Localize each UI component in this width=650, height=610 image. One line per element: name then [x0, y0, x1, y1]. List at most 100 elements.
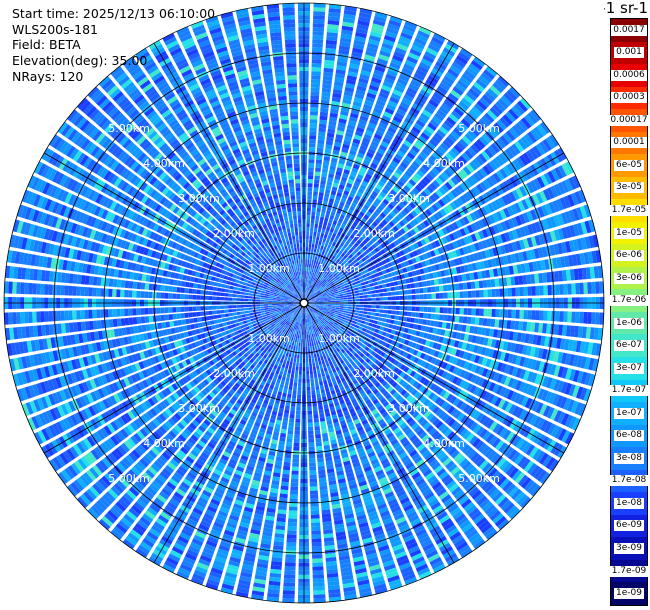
radar-gate: [283, 413, 289, 418]
radar-gate: [294, 430, 300, 435]
radar-gate: [347, 309, 352, 312]
radar-gate: [295, 414, 301, 419]
radar-gate: [455, 291, 460, 299]
radar-gate: [341, 29, 353, 36]
radar-gate: [322, 79, 332, 85]
radar-gate: [486, 318, 492, 327]
radar-gate: [304, 291, 306, 296]
radar-gate: [328, 173, 335, 179]
radar-gate: [311, 538, 322, 543]
radar-gate: [318, 405, 324, 410]
radar-gate: [326, 36, 338, 42]
radar-gate: [319, 188, 325, 193]
radar-gate: [475, 290, 480, 298]
radar-gate: [313, 11, 326, 16]
radar-gate: [317, 200, 323, 205]
radar-gate: [356, 24, 369, 31]
radar-gate: [355, 298, 360, 302]
radar-gate: [279, 493, 288, 499]
radar-gate: [575, 282, 580, 295]
radar-gate: [359, 295, 364, 299]
radar-gate: [519, 287, 524, 297]
radar-gate: [330, 108, 339, 114]
radar-gate: [527, 310, 532, 320]
radar-gate: [315, 441, 322, 447]
radar-gate: [311, 55, 322, 60]
radar-gate: [308, 454, 316, 459]
radar-gate: [304, 295, 306, 300]
radar-gate: [327, 16, 340, 22]
radar-gate: [363, 304, 368, 308]
radar-gate: [311, 354, 314, 359]
radar-gate: [283, 388, 288, 394]
radar-gate: [329, 112, 338, 118]
radar-gate: [304, 291, 305, 295]
radar-gate: [313, 191, 318, 196]
radar-gate: [328, 169, 335, 175]
radar-gate: [318, 127, 326, 133]
radar-gate: [355, 28, 368, 35]
radar-gate: [305, 243, 309, 248]
radar-gate: [308, 438, 315, 443]
radar-gate: [315, 159, 322, 165]
radar-gate: [308, 171, 314, 176]
radar-gate: [308, 434, 314, 439]
radar-gate: [462, 316, 468, 324]
radar-gate: [317, 465, 325, 471]
radar-gate: [312, 31, 324, 36]
radar-gate: [305, 291, 307, 296]
radar-gate: [320, 368, 325, 373]
radar-gate: [307, 330, 310, 335]
radar-gate: [305, 287, 307, 292]
radar-gate: [293, 446, 300, 451]
radar-gate: [314, 244, 318, 249]
radar-gate: [491, 309, 496, 317]
radar-gate: [314, 223, 319, 229]
radar-gate: [394, 315, 400, 320]
radar-gate: [292, 458, 299, 463]
radar-gate: [435, 314, 440, 320]
radar-gate: [306, 223, 310, 228]
radar-gate: [312, 345, 315, 351]
radar-gate: [312, 570, 324, 575]
radar-gate: [295, 370, 299, 375]
radar-gate: [308, 163, 315, 168]
radar-gate: [359, 310, 364, 314]
radar-gate: [311, 522, 321, 527]
radar-gate: [305, 362, 309, 367]
radar-gate: [318, 131, 326, 137]
radar-gate: [340, 110, 349, 116]
radar-gate: [307, 342, 310, 347]
radar-gate: [310, 255, 313, 260]
radar-gate: [299, 362, 303, 367]
radar-gate: [299, 354, 303, 359]
radar-gate: [321, 87, 331, 93]
radar-gate: [507, 309, 512, 319]
radar-gate: [305, 334, 307, 339]
radar-gate: [319, 384, 325, 390]
radar-gate: [305, 259, 308, 264]
radar-gate: [331, 157, 338, 163]
radar-gate: [331, 297, 336, 300]
radar-gate: [283, 461, 291, 467]
radar-gate: [316, 155, 323, 161]
radar-gate: [333, 178, 340, 184]
radar-gate: [325, 144, 333, 150]
radar-gate: [304, 319, 306, 323]
radar-gate: [353, 315, 359, 319]
radar-gate: [341, 147, 349, 154]
radar-gate: [375, 305, 380, 309]
radar-gate: [310, 378, 314, 383]
radar-gate: [321, 359, 325, 365]
radar-gate: [284, 562, 296, 567]
radar-gate: [317, 356, 321, 362]
radar-gate: [539, 310, 544, 321]
radar-gate: [349, 63, 360, 70]
radar-gate: [454, 283, 460, 291]
radar-gate: [283, 578, 296, 583]
radar-gate: [479, 308, 484, 317]
radar-gate: [291, 369, 295, 375]
radar-gate: [288, 506, 298, 511]
radar-gate: [311, 207, 316, 212]
radar-gate: [491, 289, 496, 297]
